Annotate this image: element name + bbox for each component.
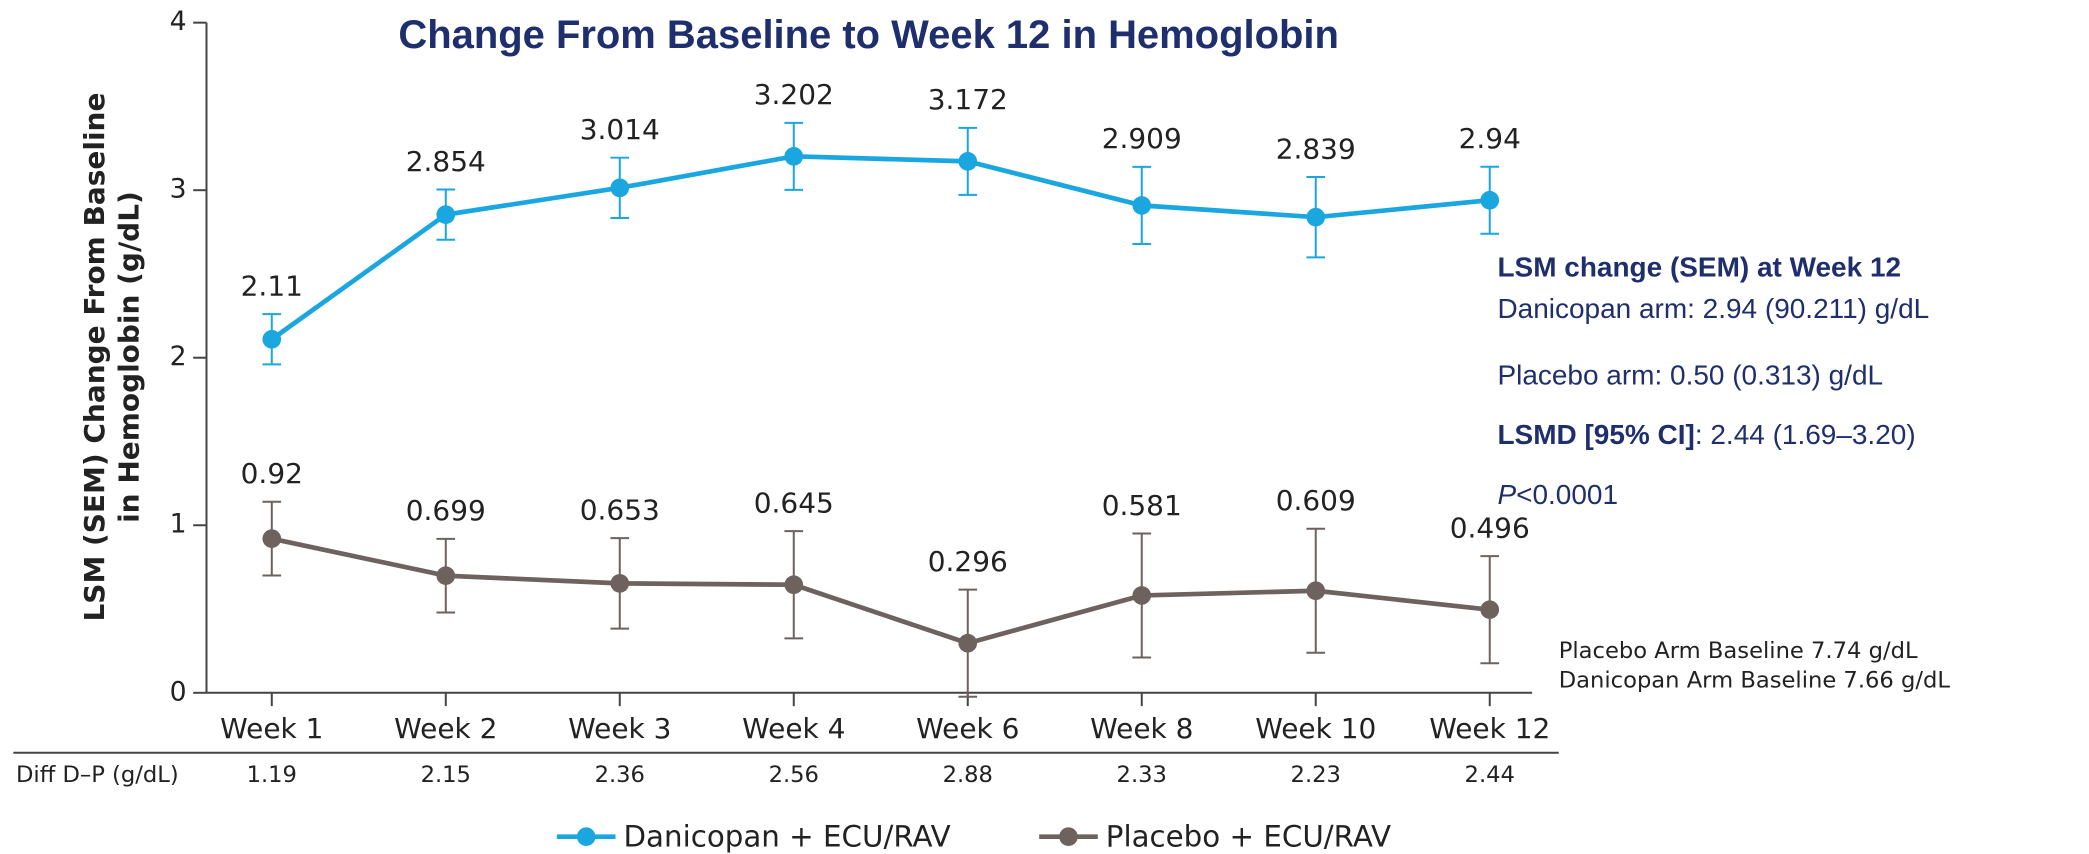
- diff-value: 2.23: [1291, 762, 1341, 788]
- point: [1132, 586, 1152, 605]
- summary-line: P<0.0001: [1497, 479, 1618, 510]
- point: [262, 329, 282, 349]
- point: [958, 633, 978, 653]
- value-label: 0.92: [241, 457, 303, 490]
- y-tick-label: 3: [170, 174, 187, 205]
- value-label: 0.296: [928, 545, 1008, 578]
- point: [1132, 196, 1152, 215]
- y-tick-label: 4: [170, 6, 187, 37]
- y-tick-label: 0: [170, 676, 187, 707]
- x-tick-label: Week 4: [742, 712, 845, 745]
- point: [1480, 190, 1500, 210]
- legend-marker: [576, 827, 596, 846]
- legend-label: Placebo + ECU/RAV: [1106, 820, 1391, 854]
- diff-value: 2.15: [421, 762, 471, 788]
- diff-value: 2.44: [1465, 762, 1515, 788]
- x-tick-label: Week 6: [916, 712, 1019, 745]
- x-tick-label: Week 1: [220, 712, 323, 745]
- diff-value: 1.19: [247, 762, 297, 788]
- y-tick-label: 1: [170, 509, 187, 540]
- y-tick-label: 2: [170, 341, 187, 372]
- value-label: 0.496: [1450, 511, 1530, 544]
- value-label: 2.854: [406, 145, 486, 178]
- y-axis-title-line: in Hemoglobin (g/dL): [113, 191, 146, 523]
- point: [1306, 581, 1326, 601]
- summary-bold: LSMD [95% CI]: [1497, 419, 1694, 450]
- x-tick-label: Week 3: [568, 712, 671, 745]
- point: [784, 575, 804, 595]
- baseline-note: Danicopan Arm Baseline 7.66 g/dL: [1559, 667, 1951, 693]
- x-tick-label: Week 12: [1429, 712, 1550, 745]
- y-axis-title-line: LSM (SEM) Change From Baseline: [78, 93, 111, 622]
- value-label: 2.909: [1102, 122, 1182, 155]
- legend-marker: [1059, 827, 1078, 846]
- diff-label: Diff D–P (g/dL): [16, 762, 179, 788]
- point: [1306, 207, 1326, 227]
- x-tick-label: Week 2: [394, 712, 497, 745]
- value-label: 3.014: [580, 113, 660, 146]
- value-label: 0.699: [406, 494, 486, 527]
- x-tick-label: Week 10: [1255, 712, 1376, 745]
- diff-value: 2.56: [769, 762, 819, 788]
- diff-value: 2.88: [943, 762, 993, 788]
- value-label: 3.172: [928, 83, 1008, 116]
- value-label: 0.653: [580, 494, 660, 527]
- legend-label: Danicopan + ECU/RAV: [624, 820, 951, 854]
- value-label: 2.839: [1276, 132, 1356, 165]
- point: [1480, 600, 1500, 620]
- value-label: 0.581: [1102, 489, 1182, 522]
- summary-text: : 2.44 (1.69–3.20): [1695, 419, 1916, 450]
- point: [436, 205, 456, 224]
- summary-heading: LSM change (SEM) at Week 12: [1497, 252, 1901, 283]
- summary-line: LSMD [95% CI]: 2.44 (1.69–3.20): [1497, 419, 1915, 450]
- series-line: [270, 154, 1490, 342]
- x-tick-label: Week 8: [1090, 712, 1193, 745]
- value-label: 2.94: [1459, 122, 1521, 155]
- diff-value: 2.33: [1117, 762, 1167, 788]
- series-line: [271, 536, 1490, 646]
- diff-value: 2.36: [595, 762, 645, 788]
- value-label: 3.202: [754, 78, 834, 111]
- summary-line: Danicopan arm: 2.94 (90.211) g/dL: [1497, 293, 1929, 324]
- point: [610, 574, 630, 593]
- value-label: 0.645: [754, 486, 834, 519]
- summary-italic: P: [1497, 479, 1516, 510]
- chart-title: Change From Baseline to Week 12 in Hemog…: [398, 13, 1339, 57]
- summary-line: Placebo arm: 0.50 (0.313) g/dL: [1497, 359, 1883, 390]
- summary-text: <0.0001: [1516, 479, 1618, 510]
- point: [784, 147, 804, 166]
- value-label: 2.11: [241, 270, 303, 303]
- point: [610, 178, 630, 198]
- value-label: 0.609: [1276, 484, 1356, 517]
- point: [262, 529, 282, 548]
- baseline-note: Placebo Arm Baseline 7.74 g/dL: [1559, 638, 1918, 664]
- point: [436, 566, 456, 586]
- y-axis-title: LSM (SEM) Change From Baseline in Hemogl…: [78, 93, 146, 622]
- point: [958, 152, 978, 171]
